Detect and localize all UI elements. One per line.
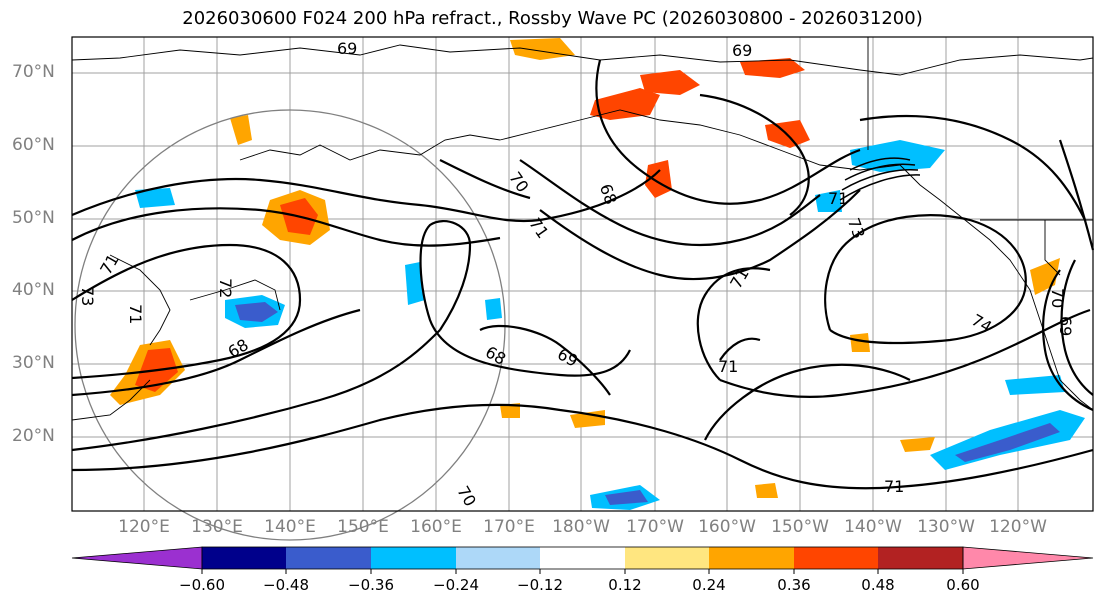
lon-label: 160°W bbox=[698, 517, 756, 537]
contour-label: 71 bbox=[126, 304, 145, 324]
colorbar-seg bbox=[286, 547, 371, 569]
positive-small-4 bbox=[900, 437, 935, 452]
lon-label: 180°W bbox=[552, 517, 610, 537]
colorbar-seg bbox=[202, 547, 286, 569]
positive-small-5 bbox=[850, 333, 870, 352]
positive-patch-bering bbox=[640, 70, 700, 95]
negative-patch-baja bbox=[1005, 375, 1065, 395]
contour-label: 69 bbox=[337, 39, 357, 58]
negative-patch-gulf bbox=[850, 140, 945, 172]
lon-label: 120°W bbox=[989, 517, 1047, 537]
colorbar-tick-label: −0.60 bbox=[179, 576, 225, 594]
negative-small-2 bbox=[815, 190, 842, 212]
contour-label: 70 bbox=[1048, 288, 1067, 308]
lon-label: 120°E bbox=[118, 517, 170, 537]
contour-label: 73 bbox=[78, 286, 97, 306]
lat-label: 60°N bbox=[12, 135, 55, 155]
colorbar-seg bbox=[625, 547, 709, 569]
lat-label: 70°N bbox=[12, 62, 55, 82]
negative-core-japan bbox=[235, 302, 278, 322]
lat-label: 40°N bbox=[12, 280, 55, 300]
plot-frame bbox=[71, 36, 1094, 512]
colorbar-tick-label: −0.48 bbox=[263, 576, 309, 594]
positive-patch-gulf bbox=[645, 160, 672, 198]
lon-label: 170°W bbox=[626, 517, 684, 537]
negative-patch-west bbox=[135, 188, 175, 208]
colorbar-seg bbox=[540, 547, 625, 569]
lon-label: 150°W bbox=[771, 517, 829, 537]
lat-label: 30°N bbox=[12, 353, 55, 373]
contour-lines bbox=[71, 59, 1095, 490]
negative-small-1 bbox=[485, 298, 502, 320]
lon-label: 130°E bbox=[191, 517, 243, 537]
colorbar-seg bbox=[794, 547, 878, 569]
colorbar-seg bbox=[709, 547, 794, 569]
colorbar-tick-label: 0.12 bbox=[608, 576, 642, 594]
contour-label: 71 bbox=[828, 189, 848, 208]
colorbar-tick-label: 0.48 bbox=[861, 576, 895, 594]
colorbar-seg bbox=[371, 547, 456, 569]
colorbar-tick-label: −0.12 bbox=[517, 576, 563, 594]
contour-label: 72 bbox=[216, 278, 235, 298]
contour-label: 71 bbox=[884, 477, 904, 496]
colorbar-seg bbox=[878, 547, 963, 569]
colorbar-extend-right bbox=[962, 546, 1094, 570]
jet-convergence bbox=[839, 157, 921, 201]
colorbar-tick-label: 0.60 bbox=[946, 576, 980, 594]
negative-core-pacific bbox=[605, 490, 648, 505]
lon-label: 130°W bbox=[917, 517, 975, 537]
map-title: 2026030600 F024 200 hPa refract., Rossby… bbox=[182, 8, 923, 29]
lon-label: 160°E bbox=[410, 517, 462, 537]
lon-label: 150°E bbox=[337, 517, 389, 537]
lat-label: 50°N bbox=[12, 208, 55, 228]
colorbar-tick-label: −0.24 bbox=[433, 576, 479, 594]
positive-patch-alaska bbox=[590, 88, 660, 120]
contour-label: 69 bbox=[1056, 316, 1075, 336]
colorbar-tick-label: −0.36 bbox=[348, 576, 394, 594]
negative-core-mexico bbox=[955, 423, 1060, 462]
lon-label: 170°E bbox=[483, 517, 535, 537]
shaded-anomalies bbox=[110, 38, 1085, 510]
positive-small-1 bbox=[500, 403, 520, 418]
positive-patch-kamchatka bbox=[230, 115, 252, 145]
contour-label: 69 bbox=[732, 41, 752, 60]
colorbar bbox=[71, 546, 1094, 574]
colorbar-seg bbox=[456, 547, 540, 569]
lat-label: 20°N bbox=[12, 426, 55, 446]
contour-label: 71 bbox=[718, 357, 738, 376]
lon-label: 140°W bbox=[844, 517, 902, 537]
positive-patch-arctic bbox=[740, 58, 805, 78]
lon-label: 140°E bbox=[264, 517, 316, 537]
positive-small-3 bbox=[755, 483, 778, 498]
colorbar-tick-label: 0.24 bbox=[692, 576, 726, 594]
colorbar-extend-left bbox=[71, 546, 203, 570]
colorbar-tick-label: 0.36 bbox=[777, 576, 811, 594]
positive-patch-north bbox=[510, 38, 575, 60]
